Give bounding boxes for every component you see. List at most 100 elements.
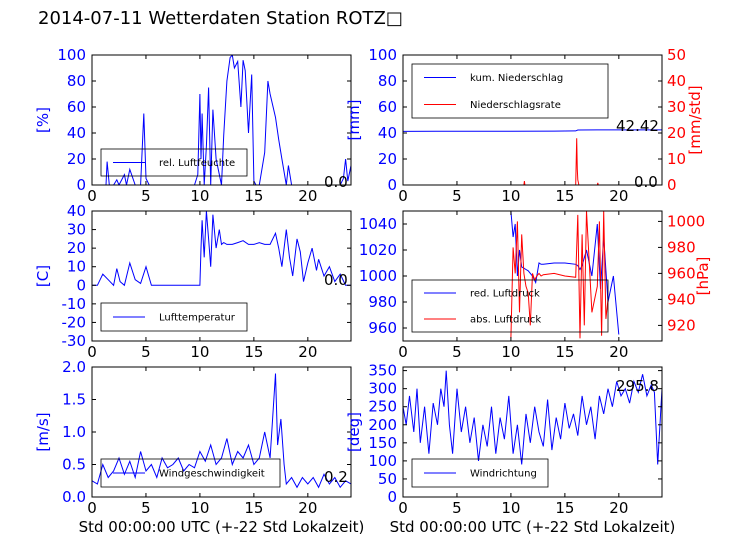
y-tick-label-right: 940 — [667, 290, 696, 308]
x-tick-label: 0 — [87, 187, 97, 205]
plot-frame — [91, 54, 352, 186]
x-tick-label: 0 — [87, 499, 97, 517]
y-tick-label-right: 40 — [667, 72, 686, 90]
series-line-6-1 — [403, 370, 662, 465]
y-axis-label: [mm] — [345, 100, 363, 141]
y-tick-label: 100 — [57, 46, 86, 64]
x-tick-label: 20 — [298, 499, 317, 517]
x-tick-label: 15 — [244, 187, 263, 205]
y-tick-label: 20 — [67, 150, 86, 168]
legend-label: Windrichtung — [470, 469, 537, 480]
y-tick-label-right: 980 — [667, 238, 696, 256]
plot-frame — [402, 366, 663, 498]
y-tick-label: 1040 — [359, 215, 397, 233]
x-axis-label: Std 00:00:00 UTC (+-22 Std Lokalzeit) — [79, 518, 365, 536]
x-tick-label: 10 — [190, 187, 209, 205]
legend-label: Lufttemperatur — [159, 313, 236, 324]
y-tick-label: 1000 — [359, 267, 397, 285]
x-tick-label: 10 — [501, 343, 520, 361]
current-value-right: 0.0 — [634, 173, 658, 191]
y-tick-label: 20 — [378, 150, 397, 168]
y-tick-label: 30 — [67, 221, 86, 239]
series-line-3-1 — [92, 211, 351, 287]
x-tick-label: 5 — [141, 343, 151, 361]
legend-box — [100, 458, 281, 488]
y-tick-label: 60 — [378, 98, 397, 116]
y-tick-label: 20 — [67, 239, 86, 257]
plot-frame — [91, 210, 352, 342]
panel-3: 0 5 10 15 20-30-20-10010203040[C]Lufttempera… — [34, 202, 352, 361]
legend: red. Luftdruck abs. Luftdruck — [411, 279, 609, 333]
current-value: 295.8 — [616, 377, 659, 395]
x-tick-label: 5 — [452, 343, 462, 361]
y-tick-label: 100 — [368, 452, 397, 470]
y-tick-label: 40 — [67, 202, 86, 220]
panel-4: 0 5 10 15 20 960 980 1000 1020 1040 920 940 960 980 10… — [359, 210, 712, 361]
y-tick-label-right: 50 — [667, 46, 686, 64]
x-tick-label: 0 — [398, 499, 408, 517]
x-tick-label: 15 — [244, 499, 263, 517]
x-tick-label: 20 — [298, 343, 317, 361]
series-line-2-1 — [403, 129, 662, 132]
y-tick-label: -30 — [62, 332, 87, 350]
legend-label: red. Luftdruck — [470, 289, 540, 300]
y-tick-label: -10 — [62, 295, 87, 313]
y-tick-label: 0 — [387, 488, 397, 506]
x-tick-label: 20 — [609, 343, 628, 361]
x-tick-label: 10 — [501, 499, 520, 517]
y-tick-label: 80 — [378, 72, 397, 90]
x-tick-label: 10 — [190, 343, 209, 361]
y-tick-label: 150 — [368, 434, 397, 452]
y-tick-label: -20 — [62, 313, 87, 331]
x-tick-label: 15 — [555, 187, 574, 205]
legend-box — [411, 279, 609, 333]
y-tick-label-right: 30 — [667, 98, 686, 116]
y-axis-label: [m/s] — [34, 412, 52, 451]
x-tick-label: 5 — [452, 499, 462, 517]
x-tick-label: 15 — [555, 499, 574, 517]
series-line-2-2 — [403, 138, 662, 185]
y-axis-label-right: [hPa] — [694, 257, 712, 296]
panel-5: 0 5 10 15 20 0.0 0.5 1.0 1.5 2.0 [m/s] Std 00:00:00… — [34, 358, 364, 536]
current-value: 0.0 — [324, 271, 348, 289]
x-tick-label: 10 — [190, 499, 209, 517]
y-axis-label: [%] — [34, 107, 52, 133]
y-tick-label: 1.5 — [62, 391, 86, 409]
x-tick-label: 20 — [609, 187, 628, 205]
y-tick-label: 0.0 — [62, 488, 86, 506]
y-tick-label-right: 920 — [667, 316, 696, 334]
y-tick-label-right: 0 — [667, 176, 677, 194]
y-axis-label-right: [mm/std] — [686, 85, 704, 154]
y-tick-label-right: 10 — [667, 150, 686, 168]
series-line-4-2 — [510, 211, 609, 339]
x-tick-label: 0 — [398, 343, 408, 361]
y-tick-label: 50 — [378, 470, 397, 488]
x-tick-label: 10 — [501, 187, 520, 205]
y-axis-label: [C] — [34, 265, 52, 287]
x-tick-label: 15 — [244, 343, 263, 361]
x-tick-label: 20 — [298, 187, 317, 205]
y-tick-label-right: 1000 — [667, 212, 705, 230]
y-tick-label: 300 — [368, 380, 397, 398]
y-tick-label-right: 20 — [667, 124, 686, 142]
legend-label: rel. Luftfeuchte — [159, 158, 235, 169]
legend: Windgeschwindigkeit — [100, 458, 281, 488]
y-tick-label: 40 — [378, 124, 397, 142]
current-value: 0.0 — [324, 173, 348, 191]
y-tick-label: 60 — [67, 98, 86, 116]
y-tick-label: 1020 — [359, 241, 397, 259]
current-value: 0.2 — [324, 468, 348, 486]
series-line-5-1 — [92, 373, 351, 489]
plot-frame — [402, 54, 663, 186]
x-tick-label: 5 — [141, 499, 151, 517]
legend-label: abs. Luftdruck — [470, 315, 541, 326]
x-axis-label: Std 00:00:00 UTC (+-22 Std Lokalzeit) — [390, 518, 676, 536]
current-value: 42.42 — [616, 117, 659, 135]
legend-box — [100, 302, 248, 332]
y-tick-label: 40 — [67, 124, 86, 142]
y-tick-label: 2.0 — [62, 358, 86, 376]
legend: kum. Niederschlag Niederschlagsrate — [411, 63, 609, 119]
x-tick-label: 20 — [609, 499, 628, 517]
